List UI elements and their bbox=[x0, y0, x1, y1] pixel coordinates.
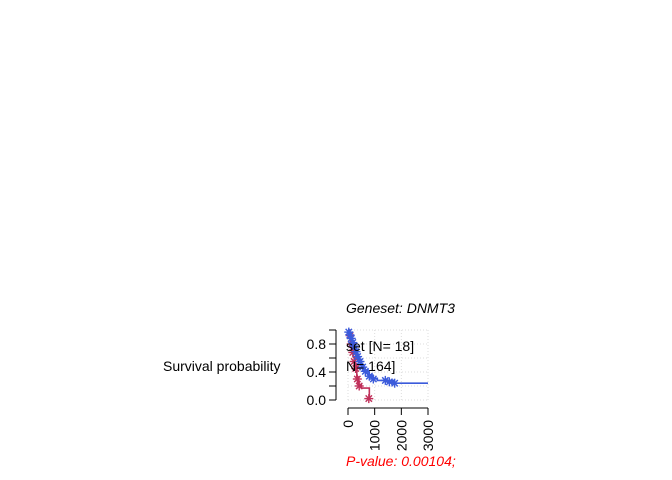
censor-mark bbox=[352, 374, 362, 384]
x-tick-label: 1000 bbox=[367, 420, 383, 451]
censor-stroke bbox=[390, 379, 399, 387]
censor-stroke bbox=[353, 352, 362, 361]
censor-stroke bbox=[352, 348, 360, 356]
y-axis-label: Survival probability bbox=[163, 358, 281, 374]
censor-stroke bbox=[385, 378, 394, 386]
censor-stroke bbox=[349, 338, 357, 347]
censor-stroke bbox=[355, 382, 363, 390]
chart-title: Geneset: DNMT3 bbox=[346, 300, 455, 316]
p-value-annotation: P-value: 0.00104; bbox=[346, 453, 456, 469]
y-tick-label: 0.4 bbox=[307, 364, 327, 380]
censor-stroke bbox=[358, 363, 367, 371]
x-tick-label: 0 bbox=[340, 420, 356, 428]
censor-stroke bbox=[350, 357, 358, 366]
y-tick-label: 0.8 bbox=[307, 336, 327, 352]
axes: 0.0 0.4 0.8 0 1000 2000 3000 bbox=[307, 329, 436, 451]
legend-entry-1: set [N= 18] bbox=[346, 338, 414, 354]
censor-mark bbox=[390, 378, 400, 388]
censor-stroke bbox=[381, 376, 390, 385]
censor-stroke bbox=[352, 364, 360, 373]
censor-stroke bbox=[356, 357, 364, 366]
censor-marks bbox=[344, 327, 400, 404]
censor-stroke bbox=[365, 394, 373, 403]
censor-stroke bbox=[365, 372, 374, 380]
grid bbox=[347, 329, 429, 401]
censor-stroke bbox=[350, 342, 358, 350]
censor-mark bbox=[351, 364, 361, 373]
censor-mark bbox=[368, 374, 378, 384]
censor-stroke bbox=[369, 375, 378, 383]
x-tick-label: 2000 bbox=[393, 420, 409, 451]
censor-stroke bbox=[361, 367, 370, 375]
legend-entry-2: N= 164] bbox=[346, 358, 395, 374]
censor-mark bbox=[360, 366, 370, 376]
censor-mark bbox=[364, 394, 374, 404]
censor-stroke bbox=[346, 331, 354, 339]
censor-stroke bbox=[347, 334, 355, 343]
censor-mark bbox=[354, 381, 364, 391]
censor-stroke bbox=[353, 375, 362, 383]
x-tick-label: 3000 bbox=[420, 420, 436, 451]
y-tick-label: 0.0 bbox=[307, 392, 327, 408]
